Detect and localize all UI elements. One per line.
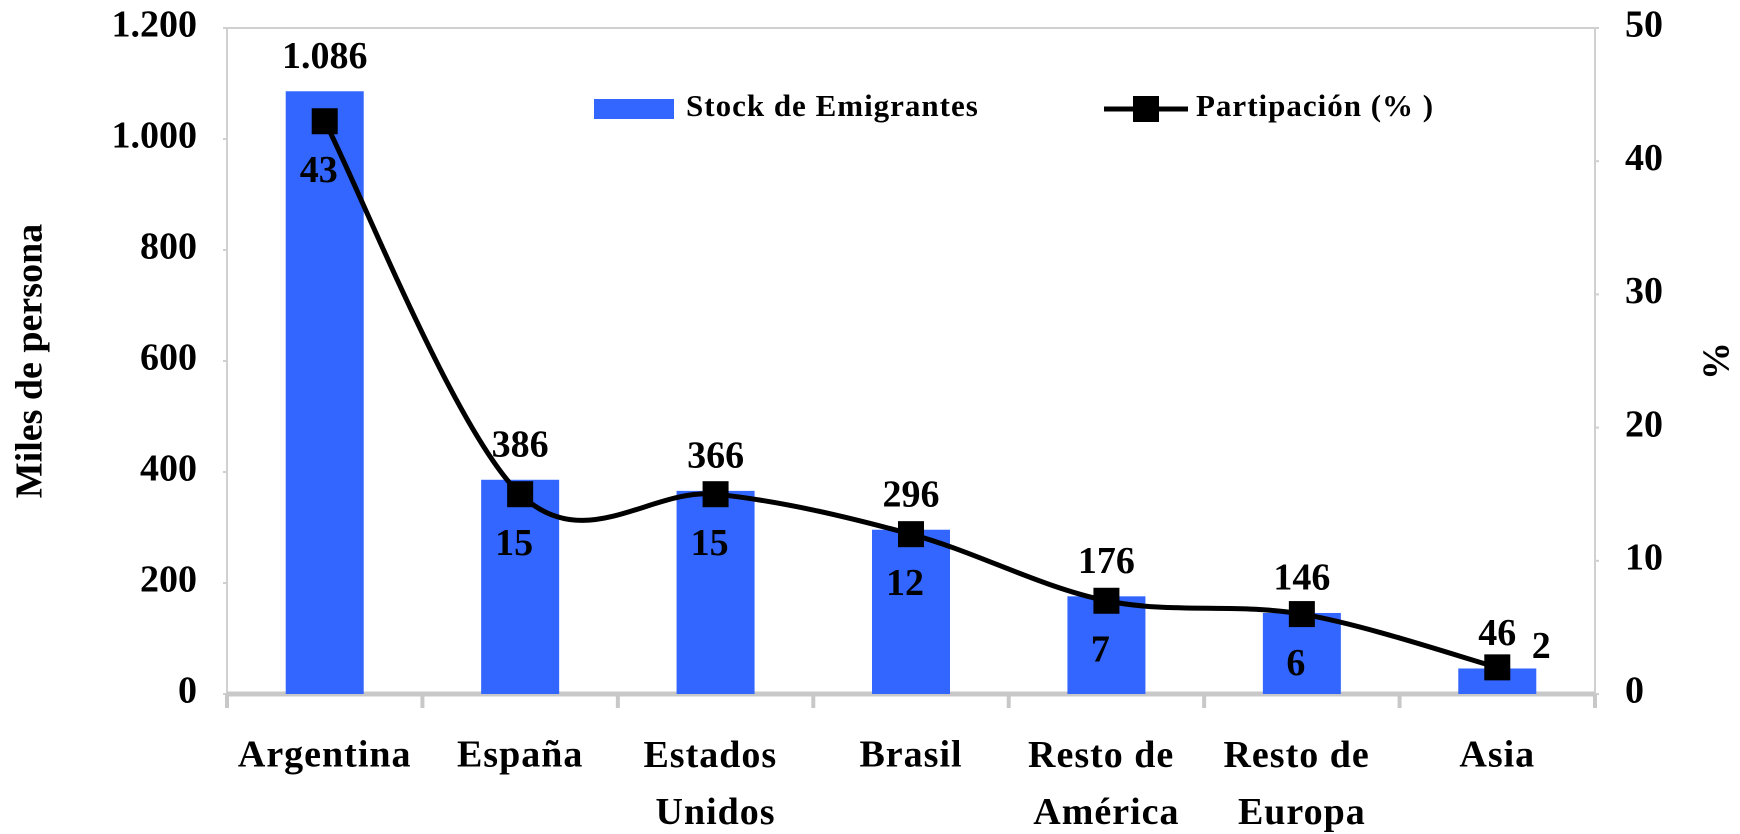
- y2-tick-label: 20: [1625, 403, 1663, 445]
- y2-tick-label: 30: [1625, 270, 1663, 312]
- bar-value-label: 146: [1273, 557, 1330, 599]
- line-marker: [507, 481, 534, 508]
- bar-value-label: 386: [492, 423, 549, 465]
- x-tick-label: Brasil: [859, 734, 962, 776]
- y2-tick-label: 50: [1625, 4, 1663, 46]
- legend-label: Stock de Emigrantes: [686, 88, 979, 123]
- bar: [481, 479, 560, 694]
- y2-tick-label: 0: [1625, 670, 1644, 712]
- y-tick-label: 600: [140, 337, 197, 379]
- y-axis-label: Miles de persona: [9, 224, 51, 498]
- y2-axis-label: %: [1696, 342, 1738, 380]
- bar: [676, 490, 755, 694]
- x-tick-label: Resto de América: [1028, 734, 1185, 833]
- x-tick-label: España: [457, 734, 583, 776]
- y2-tick-label: 10: [1625, 537, 1663, 579]
- x-tick-label: Argentina: [238, 734, 412, 776]
- line-value-label: 43: [300, 149, 338, 191]
- line-marker: [898, 521, 924, 548]
- bar-value-label: 46: [1478, 612, 1516, 654]
- line-value-label: 7: [1091, 628, 1110, 670]
- y-tick-label: 1.200: [112, 4, 198, 46]
- line-marker: [1484, 654, 1511, 681]
- bar: [872, 529, 950, 694]
- legend-swatch: [594, 99, 674, 119]
- bar: [285, 91, 364, 694]
- x-tick-label: Asia: [1459, 734, 1535, 776]
- legend-marker: [1133, 96, 1159, 122]
- y-tick-label: 200: [140, 559, 197, 601]
- line-value-label: 15: [495, 522, 533, 564]
- bar-value-label: 1.086: [282, 35, 368, 77]
- line-value-label: 15: [691, 522, 729, 564]
- y2-tick-label: 40: [1625, 137, 1663, 179]
- line-marker: [311, 108, 338, 135]
- y-tick-label: 1.000: [112, 115, 198, 157]
- x-tick-label: Resto de Europa: [1223, 734, 1380, 833]
- bar-value-label: 296: [883, 473, 940, 515]
- bar-value-label: 176: [1078, 540, 1135, 582]
- line-value-label: 12: [886, 562, 924, 604]
- line-marker: [1093, 587, 1120, 614]
- y-tick-label: 0: [178, 670, 197, 712]
- line-value-label: 2: [1532, 625, 1551, 667]
- line-marker: [1288, 601, 1315, 628]
- line-marker: [702, 481, 729, 508]
- legend-label: Partipación (% ): [1196, 88, 1434, 123]
- y-tick-label: 400: [140, 448, 197, 490]
- bar-value-label: 366: [687, 435, 744, 477]
- y-tick-label: 800: [140, 226, 197, 268]
- x-tick-label: Estados Unidos: [643, 734, 787, 833]
- line-value-label: 6: [1286, 642, 1305, 684]
